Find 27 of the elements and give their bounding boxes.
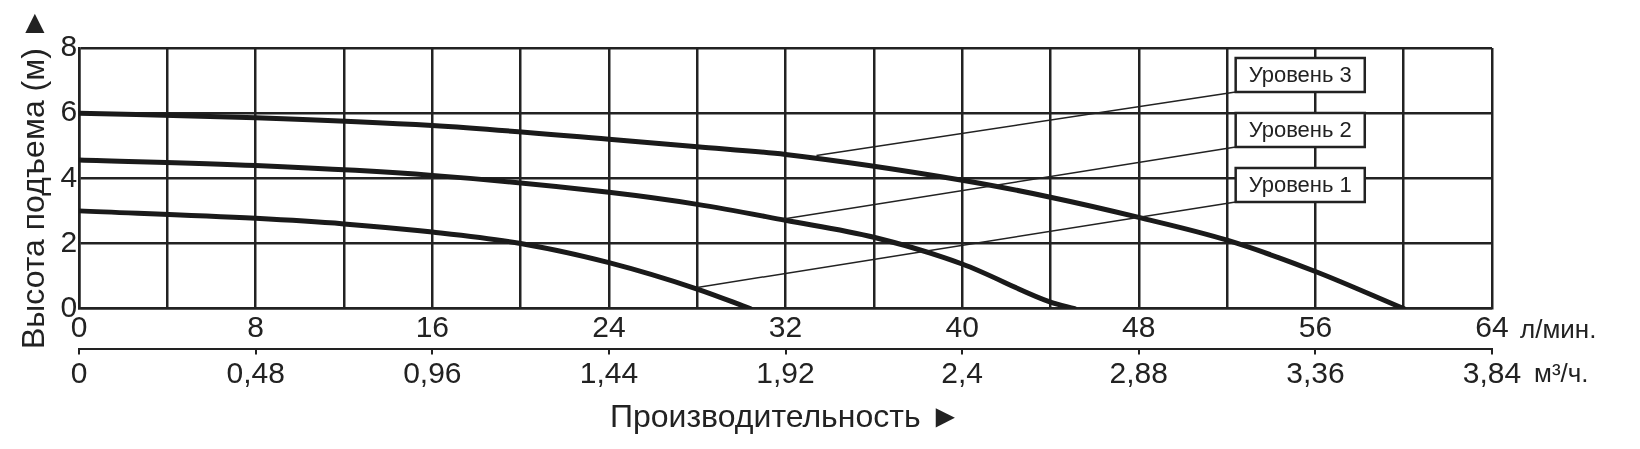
y-tick-label: 4 [60,159,78,193]
y-tick-label: 2 [60,224,78,258]
text: л/мин. [1520,313,1597,344]
x-tick-label: 64 [1475,309,1509,343]
x-tick-label: 48 [1122,309,1156,343]
y-tick-label: 8 [60,29,78,63]
annotation: Уровень 2 [1248,117,1352,143]
annotation: Уровень 3 [1248,62,1352,88]
y-tick-label: 6 [60,94,78,128]
x2-tick-label: 1,92 [756,355,815,389]
x-tick-label: 32 [768,309,803,343]
x2-tick-label: 0,48 [226,355,285,389]
x-axis-title: Производительность ► [609,397,962,434]
x-tick-label: 40 [945,309,979,343]
x2-tick-label: 0,96 [403,355,462,389]
text: м³/ч. [1534,357,1589,388]
x2-tick-label: 3,84 [1462,355,1522,389]
x-tick-label: 24 [592,309,626,343]
annotation: Уровень 1 [1248,172,1352,198]
y-axis-title: Высота подъема (м) ► [15,7,52,350]
x-tick-label: 16 [415,309,449,343]
x2-tick-label: 1,44 [579,355,639,389]
x2-tick-label: 2,4 [941,355,984,389]
x-tick-label: 8 [247,309,265,343]
x2-tick-label: 3,36 [1286,355,1345,389]
x-tick-label: 56 [1298,309,1333,343]
x2-tick-label: 2,88 [1109,355,1168,389]
